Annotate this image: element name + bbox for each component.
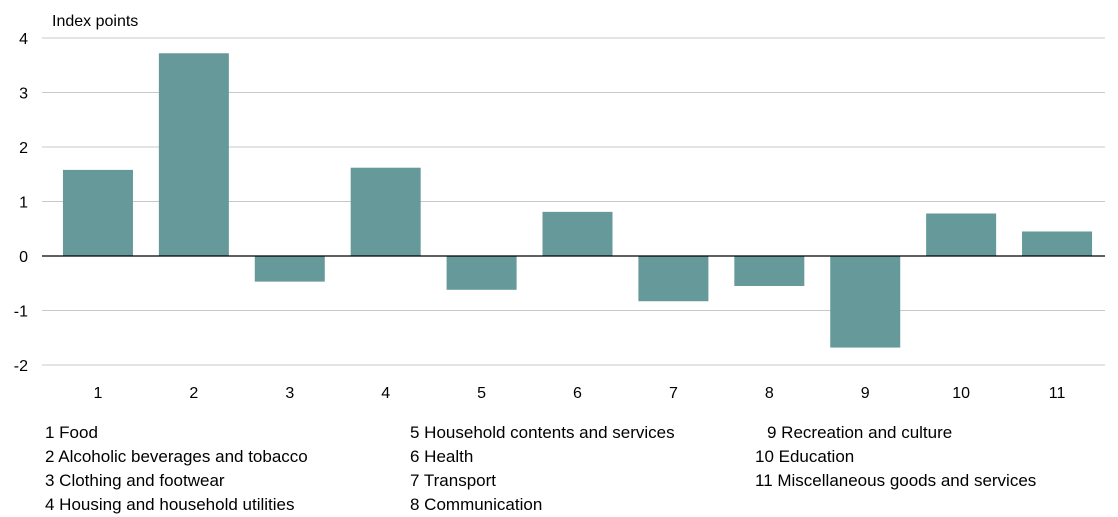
y-tick-label: -2 — [14, 358, 28, 375]
x-tick-label: 1 — [94, 385, 103, 402]
y-tick-label: 2 — [19, 140, 28, 157]
x-tick-label: 6 — [573, 385, 582, 402]
x-tick-label: 3 — [285, 385, 294, 402]
bar-9 — [830, 256, 901, 348]
legend-item-5: 5 Household contents and services — [410, 423, 675, 442]
legend-item-2: 2 Alcoholic beverages and tobacco — [45, 447, 308, 466]
legend-item-6: 6 Health — [410, 447, 474, 466]
legend-item-7: 7 Transport — [410, 471, 496, 490]
x-tick-label: 9 — [861, 385, 870, 402]
bar-4 — [350, 167, 421, 256]
legend-item-4: 4 Housing and household utilities — [45, 495, 295, 514]
bars — [62, 53, 1093, 348]
x-tick-label: 11 — [1049, 385, 1066, 402]
x-tick-label: 4 — [381, 385, 390, 402]
y-tick-label: -1 — [14, 304, 28, 321]
x-tick-label: 7 — [669, 385, 678, 402]
x-tick-label: 5 — [477, 385, 486, 402]
y-tick-label: 4 — [19, 31, 28, 48]
y-tick-label: 1 — [19, 195, 28, 212]
x-tick-label: 10 — [952, 385, 970, 402]
bar-11 — [1022, 231, 1093, 256]
y-axis-label: Index points — [52, 13, 138, 30]
bar-8 — [734, 256, 805, 286]
x-tick-label: 8 — [765, 385, 774, 402]
bar-1 — [62, 169, 133, 256]
y-tick-label: 3 — [19, 86, 28, 103]
legend-item-10: 10 Education — [755, 447, 855, 466]
bar-10 — [926, 213, 997, 256]
legend-item-11: 11 Miscellaneous goods and services — [755, 471, 1037, 490]
bar-6 — [542, 211, 613, 256]
legend-item-1: 1 Food — [45, 423, 98, 442]
bar-3 — [254, 256, 325, 282]
bar-5 — [446, 256, 517, 290]
x-tick-label: 2 — [189, 385, 198, 402]
bar-7 — [638, 256, 709, 302]
bar-2 — [158, 53, 229, 257]
legend-item-3: 3 Clothing and footwear — [45, 471, 225, 490]
legend-item-8: 8 Communication — [410, 495, 543, 514]
y-tick-labels: 4 3 2 1 0 -1 -2 — [14, 31, 28, 375]
y-tick-label: 0 — [19, 249, 28, 266]
x-tick-labels: 1 2 3 4 5 6 7 8 9 10 11 — [94, 385, 1066, 402]
legend-item-9: 9 Recreation and culture — [767, 423, 953, 442]
